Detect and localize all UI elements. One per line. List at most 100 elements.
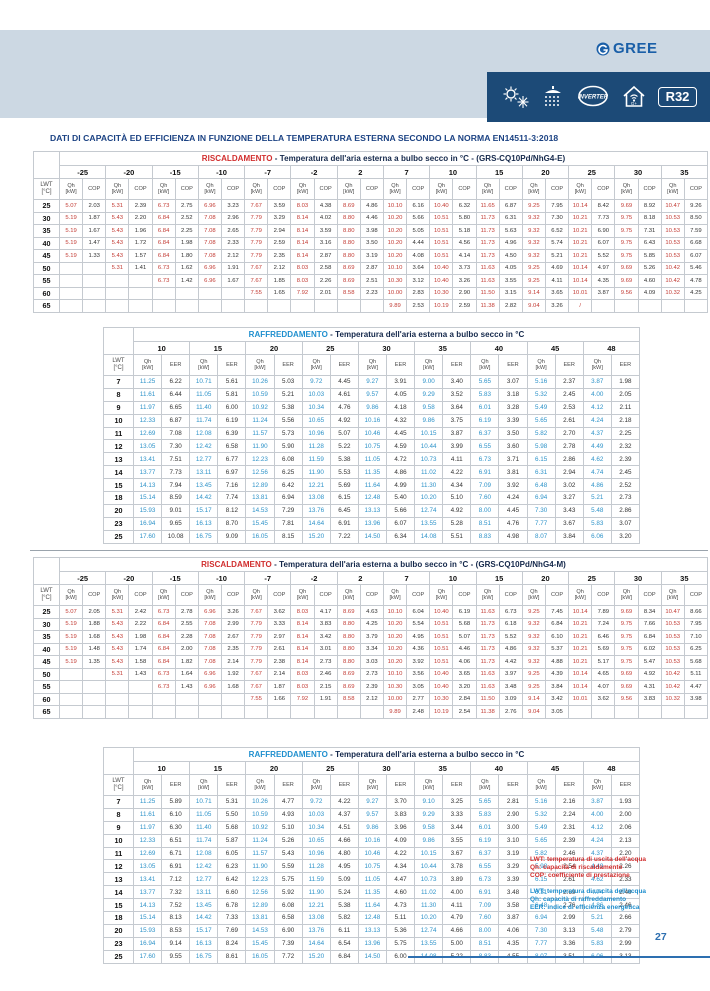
qh-cell: 13.55 — [414, 936, 444, 951]
qh-cell — [105, 680, 130, 694]
eff-cell: 2.39 — [554, 833, 584, 848]
table-row: 45 5.19 1.35 5.43 1.58 6.84 1.82 7.08 2.14 7.79 2.… — [33, 655, 709, 669]
legend-line: Qh: capacità di riscaldamento — [530, 864, 623, 872]
qh-cell: 7.67 — [244, 680, 269, 694]
qh-cell: 4.12 — [582, 400, 612, 415]
qh-cell: 10.20 — [382, 630, 408, 644]
qh-cell: 10.65 — [301, 833, 331, 848]
eff-cell: 5.07 — [329, 426, 359, 441]
eff-cell: 2.26 — [313, 274, 338, 288]
table-row: 50 5.31 1.43 6.73 1.64 6.96 1.92 7.67 2.14 8.03 2.… — [33, 667, 709, 681]
eff-cell: 5.68 — [683, 655, 709, 669]
qh-cell: 10.51 — [429, 655, 454, 669]
eff-cell: 6.84 — [329, 949, 359, 964]
qh-cell: 14.64 — [301, 936, 331, 951]
eff-cell: 4.73 — [385, 898, 416, 913]
qh-cell: 6.84 — [151, 630, 176, 644]
table-row: 65 9.89 2.53 10.19 2.59 11.38 2.82 9.04 3.26/ — [33, 299, 709, 313]
eff-cell: 3.36 — [554, 936, 584, 951]
eff-cell: 3.58 — [498, 898, 528, 913]
eff-cell: 5.22 — [329, 439, 359, 454]
legend-line: Qh: capacità di raffreddamento — [530, 896, 627, 904]
eff-cell: 2.53 — [554, 400, 584, 415]
qh-header-line: [kW] — [198, 785, 210, 791]
eff-cell: 4.34 — [442, 478, 472, 493]
qh-cell: 6.96 — [197, 261, 222, 275]
qh-cell: 12.74 — [414, 503, 444, 518]
eff-cell: 1.72 — [128, 236, 153, 250]
eff-cell: 5.37 — [544, 642, 570, 656]
eff-cell: 3.59 — [313, 224, 338, 238]
qh-cell: 10.59 — [245, 807, 275, 822]
qh-cell: 5.43 — [105, 655, 130, 669]
qh-cell: 11.73 — [475, 642, 500, 656]
qh-cell: 4.37 — [582, 426, 612, 441]
eff-cell: 6.71 — [161, 846, 191, 861]
table-row: 55 6.73 1.43 6.96 1.68 7.67 1.87 8.03 2.15 8.69 2.… — [33, 680, 709, 694]
table-row: 25 5.07 2.03 5.31 2.39 6.73 2.75 6.96 3.23 7.67 3.… — [33, 199, 709, 213]
eff-cell: 3.83 — [385, 807, 416, 822]
qh-header-line: Qh — [437, 182, 446, 189]
eff-cell: 2.66 — [610, 911, 641, 925]
eff-cell: 1.65 — [267, 286, 292, 300]
eff-cell — [82, 667, 107, 681]
eff-cell — [128, 274, 153, 288]
qh-cell: 9.75 — [614, 642, 639, 656]
eff-cell: 2.59 — [267, 236, 292, 250]
qh-cell: 6.96 — [197, 680, 222, 694]
qh-cell: 5.65 — [470, 795, 500, 809]
eff-cell — [82, 299, 107, 313]
table-row: 40 5.19 1.47 5.43 1.72 6.84 1.98 7.08 2.33 7.79 2.… — [33, 236, 709, 250]
eff-cell: 7.69 — [217, 923, 247, 938]
eff-cell: 3.15 — [498, 286, 523, 300]
qh-cell: 10.20 — [414, 911, 444, 925]
eff-cell: 6.91 — [161, 859, 191, 874]
qh-cell — [290, 299, 315, 313]
eff-cell — [174, 286, 199, 300]
eff-cell — [128, 680, 153, 694]
qh-header-line: [kW] — [620, 189, 633, 195]
eff-header: EER — [610, 774, 641, 796]
qh-cell — [58, 692, 84, 706]
qh-cell: 10.46 — [357, 426, 387, 441]
eff-cell: 7.45 — [544, 605, 570, 619]
qh-cell: 12.33 — [132, 833, 163, 848]
table-row: 60 7.55 1.65 7.92 2.01 8.58 2.23 10.00 2.83 10.30… — [33, 286, 709, 300]
qh-cell: 10.51 — [429, 642, 454, 656]
qh-cell: 9.32 — [521, 236, 546, 250]
table-row: 7 11.25 5.89 10.71 5.31 10.26 4.77 9.72 4.22 9.27… — [103, 795, 641, 809]
eff-cell: 4.86 — [385, 465, 416, 480]
eff-cell: 3.91 — [385, 375, 416, 389]
eff-cell — [82, 274, 107, 288]
qh-cell: 10.21 — [568, 249, 593, 263]
eff-cell: 2.65 — [220, 224, 246, 238]
qh-cell: / — [568, 299, 593, 313]
qh-cell: 10.40 — [429, 199, 454, 213]
qh-cell: 9.86 — [414, 413, 444, 428]
qh-cell: 10.21 — [568, 236, 593, 250]
qh-cell: 8.14 — [290, 224, 315, 238]
eff-cell: 4.72 — [385, 452, 416, 467]
qh-cell: 11.61 — [132, 387, 163, 402]
qh-cell: 11.05 — [189, 807, 219, 822]
lwt-value: 45 — [33, 655, 60, 669]
eff-cell: 3.87 — [442, 426, 472, 441]
eff-cell: 6.87 — [161, 413, 191, 428]
lwt-value: 15 — [103, 898, 134, 913]
qh-cell: 16.13 — [189, 936, 219, 951]
qh-header-line: [kW] — [389, 595, 401, 601]
table-mode-label: RAFFREDDAMENTO — [248, 330, 328, 339]
qh-cell: 9.32 — [521, 630, 546, 644]
qh-cell: 13.96 — [357, 516, 387, 531]
eff-cell: 2.06 — [610, 820, 641, 835]
eff-header: EER — [554, 354, 584, 376]
eff-cell: 3.50 — [359, 236, 384, 250]
eff-cell: 5.75 — [385, 936, 416, 951]
eff-cell: 3.99 — [442, 439, 472, 454]
qh-cell: 10.01 — [568, 692, 593, 706]
eff-cell: 2.12 — [220, 249, 246, 263]
eff-cell: 7.73 — [161, 465, 191, 480]
qh-cell: 10.59 — [245, 387, 275, 402]
eff-cell: 2.12 — [359, 692, 384, 706]
qh-cell: 8.03 — [290, 261, 315, 275]
